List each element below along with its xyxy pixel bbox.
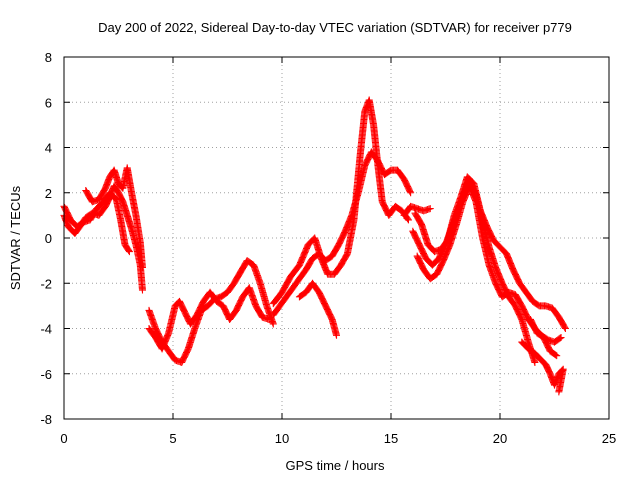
y-tick-label: 2 xyxy=(45,186,52,201)
x-axis-label: GPS time / hours xyxy=(286,458,385,473)
series-track-m xyxy=(518,338,567,396)
y-tick-label: 6 xyxy=(45,95,52,110)
y-tick-label: -8 xyxy=(40,412,52,427)
data-point xyxy=(404,216,412,224)
data-point xyxy=(561,325,569,332)
chart-title: Day 200 of 2022, Sidereal Day-to-day VTE… xyxy=(98,20,572,35)
x-tick-label: 15 xyxy=(384,431,398,446)
data-point xyxy=(125,246,133,254)
x-tick-label: 25 xyxy=(602,431,616,446)
series-track-g xyxy=(269,96,412,308)
y-tick-label: 4 xyxy=(45,141,52,156)
data-point xyxy=(125,248,133,256)
data-point xyxy=(138,263,146,271)
y-axis-label: SDTVAR / TECUs xyxy=(8,185,23,290)
data-point xyxy=(557,334,565,342)
data-point xyxy=(333,331,340,339)
y-tick-label: 0 xyxy=(45,231,52,246)
series-track-l xyxy=(400,202,434,219)
data-point xyxy=(269,320,277,328)
y-tick-label: 8 xyxy=(45,50,52,65)
data-point xyxy=(265,315,273,323)
data-point xyxy=(138,286,146,294)
series-track-b xyxy=(82,164,146,271)
data-point xyxy=(531,358,539,366)
x-tick-label: 5 xyxy=(169,431,176,446)
data-point xyxy=(406,188,414,196)
data-point xyxy=(404,215,412,223)
plot-area xyxy=(60,96,569,396)
series-track-n xyxy=(527,315,561,360)
data-point xyxy=(426,205,434,213)
data-point xyxy=(555,388,563,396)
data-point xyxy=(552,351,560,359)
data-point xyxy=(561,323,569,331)
x-tick-label: 20 xyxy=(493,431,507,446)
y-tick-label: -4 xyxy=(40,322,52,337)
data-point xyxy=(553,352,561,360)
series-track-k xyxy=(413,182,565,346)
data-point xyxy=(407,189,415,197)
grid-lines xyxy=(64,57,609,419)
data-point xyxy=(556,334,564,342)
axis-ticks: 0 5 10 15 20 25 -8 -6 -4 -2 0 2 4 6 8 xyxy=(40,50,616,446)
series-track-e xyxy=(145,284,273,353)
y-tick-label: -6 xyxy=(40,367,52,382)
x-tick-label: 0 xyxy=(60,431,67,446)
series-track-c xyxy=(60,189,133,256)
series-track-h xyxy=(295,279,340,339)
series-track-f xyxy=(269,148,415,319)
x-tick-label: 10 xyxy=(275,431,289,446)
y-tick-label: -2 xyxy=(40,276,52,291)
plot-frame xyxy=(63,56,610,420)
